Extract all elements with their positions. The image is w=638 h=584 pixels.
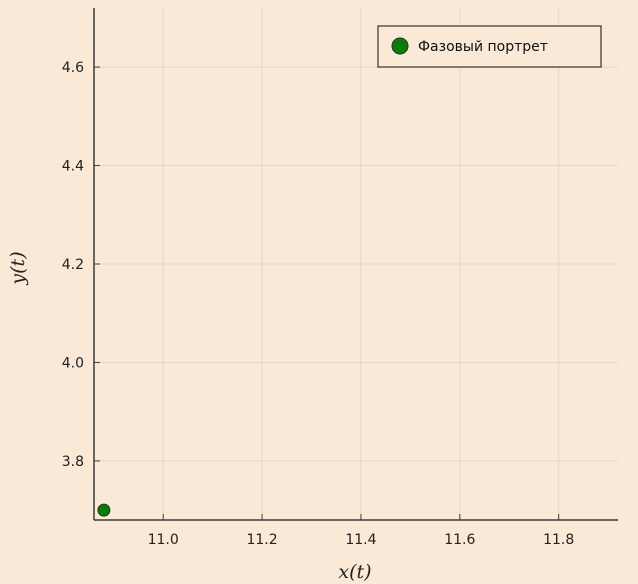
x-tick-label: 11.0: [148, 532, 179, 548]
x-tick-label: 11.6: [444, 532, 475, 548]
legend-box: [377, 25, 602, 68]
y-tick-label: 4.6: [62, 60, 84, 76]
y-axis-label: y(t): [7, 251, 29, 285]
y-tick-label: 4.4: [62, 159, 84, 175]
x-tick-label: 11.4: [345, 532, 376, 548]
legend: Фазовый портрет: [377, 25, 602, 68]
y-tick-labels: 3.8 4.0 4.2 4.4 4.6: [62, 60, 84, 470]
x-axis-label: x(t): [338, 561, 371, 583]
y-tick-label: 3.8: [62, 454, 84, 470]
data-points: [97, 503, 111, 517]
x-tick-labels: 11.0 11.2 11.4 11.6 11.8: [148, 532, 575, 548]
y-tick-label: 4.0: [62, 355, 84, 371]
y-tick-label: 4.2: [62, 257, 84, 273]
x-tick-label: 11.8: [543, 532, 574, 548]
x-tick-label: 11.2: [246, 532, 277, 548]
legend-label: Фазовый портрет: [418, 39, 548, 55]
data-point: [97, 503, 111, 517]
legend-marker: [391, 37, 409, 55]
axes: [93, 8, 618, 521]
